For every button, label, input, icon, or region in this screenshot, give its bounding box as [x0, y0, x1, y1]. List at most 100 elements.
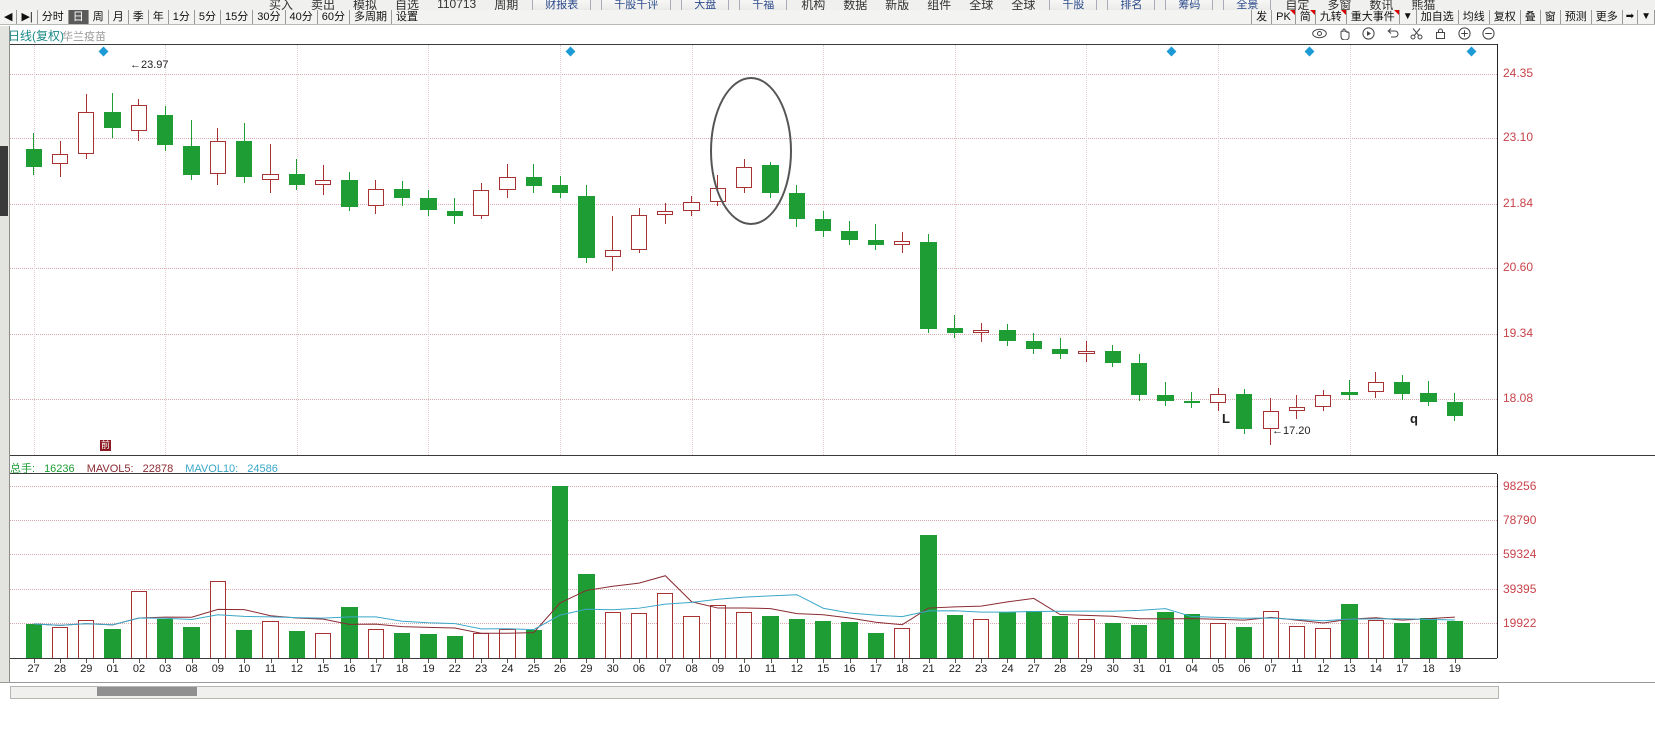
clipped-toolbar-item[interactable]: 卖出	[311, 0, 336, 11]
candle-body	[683, 201, 700, 212]
price-vgridline	[1218, 45, 1220, 455]
period-button-日[interactable]: 日	[67, 10, 88, 24]
clipped-toolbar-item[interactable]: 自选	[395, 0, 420, 11]
date-tick	[560, 659, 562, 663]
tool-button-更多[interactable]: 更多	[1590, 10, 1622, 24]
eye-icon[interactable]	[1312, 28, 1327, 39]
date-label: 11	[264, 663, 277, 675]
nav-prev-button[interactable]: ◀	[4, 11, 13, 23]
date-tick	[270, 659, 272, 663]
tool-button-简[interactable]: 简	[1294, 10, 1315, 24]
lock-icon[interactable]	[1434, 27, 1447, 40]
horizontal-scrollbar[interactable]	[10, 686, 1499, 699]
candle-body	[236, 141, 253, 178]
clipped-toolbar-item[interactable]: 熊猫	[1411, 0, 1436, 11]
volume-bar	[130, 590, 148, 658]
volume-axis-label: 98256	[1503, 478, 1537, 493]
clipped-toolbar-item[interactable]: 自定	[1285, 0, 1310, 11]
period-label: 日线(复权)	[8, 29, 64, 43]
clipped-toolbar-item[interactable]: 买入	[269, 0, 294, 11]
volume-bar	[1236, 627, 1253, 658]
zoom-out-icon[interactable]	[1482, 27, 1495, 40]
period-button-5分[interactable]: 5分	[193, 10, 220, 24]
period-button-设置[interactable]: 设置	[391, 10, 422, 24]
candle-wick	[1296, 395, 1298, 419]
clipped-toolbar-item[interactable]: 机构	[801, 0, 826, 11]
clipped-toolbar-item[interactable]: 全球	[969, 0, 994, 11]
period-button-60分[interactable]: 60分	[316, 10, 349, 24]
clipped-toolbar-item[interactable]: 多窗	[1327, 0, 1352, 11]
tool-button-加自选[interactable]: 加自选	[1415, 10, 1458, 24]
scissors-icon[interactable]	[1410, 27, 1423, 40]
date-tick	[1112, 659, 1114, 663]
tool-button-PK[interactable]: PK	[1271, 10, 1295, 24]
clipped-toolbar-button[interactable]: 财报表	[532, 0, 592, 11]
nav-next-button[interactable]: ▶|	[16, 10, 36, 24]
clipped-toolbar-button[interactable]: 大盘	[681, 0, 730, 11]
clipped-toolbar-item[interactable]: 110713	[437, 0, 477, 11]
undo-icon[interactable]	[1386, 27, 1399, 40]
zoom-in-icon[interactable]	[1458, 27, 1471, 40]
period-button-分时[interactable]: 分时	[36, 10, 68, 24]
clipped-toolbar-button[interactable]: 千福	[739, 0, 788, 11]
volume-bar	[1104, 622, 1121, 658]
tool-button-预测[interactable]: 预测	[1559, 10, 1591, 24]
tool-button-窗[interactable]: 窗	[1539, 10, 1560, 24]
date-tick	[507, 659, 509, 663]
play-icon[interactable]	[1362, 27, 1375, 40]
tool-button-▼[interactable]: ▼	[1637, 10, 1654, 24]
volume-bar	[1288, 625, 1306, 658]
period-button-40分[interactable]: 40分	[284, 10, 317, 24]
clipped-toolbar-button[interactable]: 筹码	[1165, 0, 1214, 11]
candle-body	[104, 112, 121, 129]
tool-button-复权[interactable]: 复权	[1488, 10, 1520, 24]
date-axis: 27 28 29 01 02 03 08 09 10 11 12 15 16 17 18 19 22 23 24 25…	[10, 658, 1497, 681]
candle-body	[1104, 351, 1121, 363]
tool-button-九转[interactable]: 九转	[1314, 10, 1346, 24]
period-button-多周期[interactable]: 多周期	[349, 10, 391, 24]
period-button-周[interactable]: 周	[87, 10, 108, 24]
date-tick	[954, 659, 956, 663]
date-label: 22	[948, 663, 961, 675]
period-button-月[interactable]: 月	[107, 10, 128, 24]
period-button-30分[interactable]: 30分	[252, 10, 284, 24]
clipped-toolbar-item[interactable]: 新版	[885, 0, 910, 11]
volume-chart-pane[interactable]	[10, 474, 1498, 658]
tool-button-叠[interactable]: 叠	[1519, 10, 1540, 24]
period-button-年[interactable]: 年	[147, 10, 168, 24]
clipped-toolbar-item[interactable]: 数据	[843, 0, 868, 11]
tool-button-发[interactable]: 发	[1251, 10, 1271, 24]
period-button-15分[interactable]: 15分	[220, 10, 252, 24]
clipped-toolbar-item[interactable]: 模拟	[353, 0, 378, 11]
date-tick	[481, 659, 483, 663]
clipped-toolbar-item[interactable]: 组件	[927, 0, 952, 11]
volume-bar	[683, 615, 700, 658]
date-label: 10	[238, 663, 251, 675]
date-tick	[639, 659, 640, 663]
tool-button-均线[interactable]: 均线	[1457, 10, 1489, 24]
period-button-季[interactable]: 季	[127, 10, 148, 24]
clipped-toolbar-button[interactable]: 排名	[1107, 0, 1156, 11]
clipped-toolbar-button[interactable]: 千股	[1049, 0, 1098, 11]
period-button-1分[interactable]: 1分	[167, 10, 194, 24]
date-label: 12	[290, 663, 303, 675]
volume-bar	[183, 627, 200, 658]
clipped-toolbar-item[interactable]: 全球	[1011, 0, 1036, 11]
left-rail[interactable]	[0, 26, 10, 731]
high-price-annotation: ←23.97	[130, 59, 169, 71]
scrollbar-thumb[interactable]	[97, 687, 197, 696]
date-label: 17	[869, 663, 882, 675]
hand-icon[interactable]	[1338, 27, 1351, 40]
clipped-toolbar-button[interactable]: 全景	[1223, 0, 1272, 11]
tool-button-▼[interactable]: ▼	[1398, 10, 1416, 24]
volume-bar	[1051, 615, 1069, 658]
date-tick	[665, 659, 667, 663]
price-vgridline	[428, 45, 430, 455]
tool-button-重大事件[interactable]: 重大事件	[1345, 10, 1399, 24]
volume-bar	[288, 630, 306, 658]
clipped-toolbar-item[interactable]: 周期	[494, 0, 519, 11]
clipped-toolbar-item[interactable]: 数讯	[1369, 0, 1394, 11]
tool-button-➡[interactable]: ➡	[1621, 10, 1637, 24]
clipped-toolbar-button[interactable]: 千股千评	[601, 0, 672, 11]
